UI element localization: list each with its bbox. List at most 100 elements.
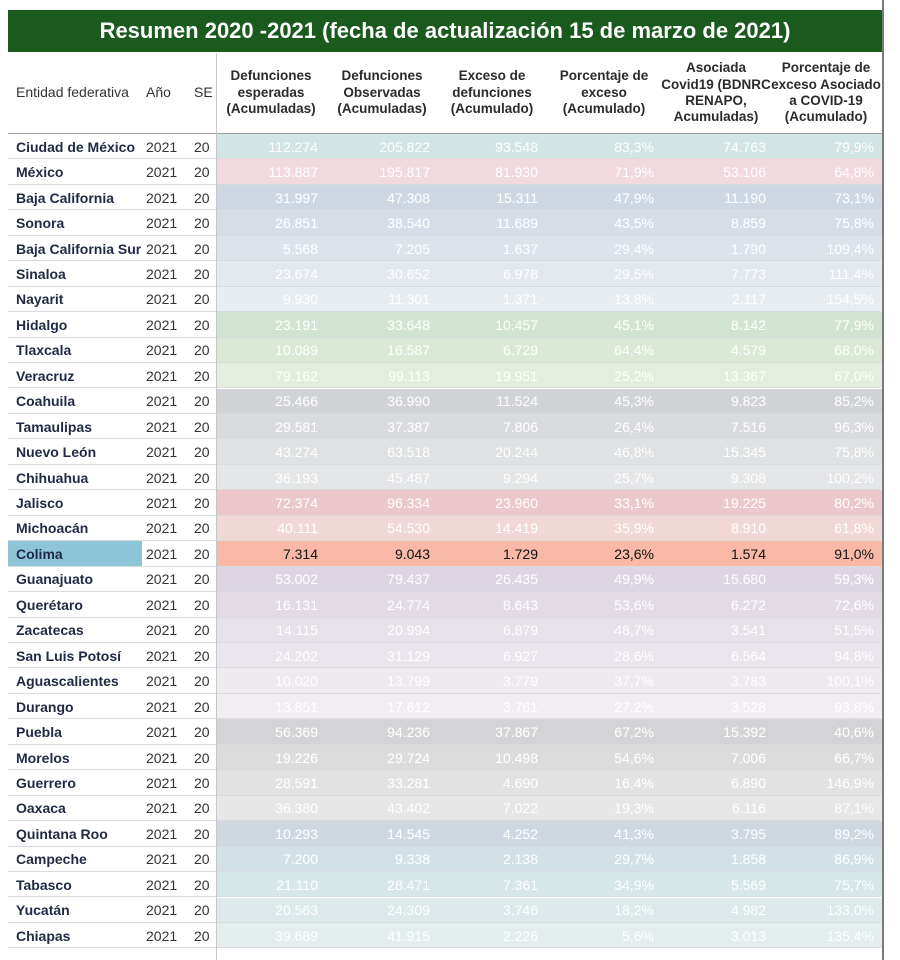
cell-entidad[interactable]: Nayarit	[16, 291, 64, 308]
cell-porc-asociado: 77,9%	[834, 316, 874, 333]
cell-entidad[interactable]: Chihuahua	[16, 469, 89, 486]
table-row[interactable]: Ciudad de México 2021 20 112.274 205.822 93.5…	[0, 134, 884, 160]
table-row[interactable]: Tabasco 2021 20 21.110 28.471 7.361 34,9% 5.569…	[0, 872, 884, 898]
cell-se: 20	[194, 342, 210, 359]
cell-entidad[interactable]: Aguascalientes	[16, 673, 119, 690]
cell-entidad[interactable]: Sonora	[16, 215, 65, 232]
cell-entidad[interactable]: Querétaro	[16, 596, 83, 613]
table-row[interactable]: San Luis Potosí 2021 20 24.202 31.129 6.927 28…	[0, 643, 884, 669]
cell-anio: 2021	[146, 596, 178, 613]
cell-esperadas: 20.563	[275, 902, 318, 919]
table-row[interactable]: Tamaulipas 2021 20 29.581 37.387 7.806 26,4% 7.…	[0, 413, 884, 440]
header-anio[interactable]: Año	[146, 84, 171, 101]
table-row[interactable]: Zacatecas 2021 20 14.115 20.994 6.879 48,7% 3.5…	[0, 617, 884, 643]
cell-entidad[interactable]: San Luis Potosí	[16, 647, 122, 664]
cell-entidad[interactable]: Tabasco	[16, 876, 72, 893]
cell-entidad[interactable]: Chiapas	[16, 927, 71, 944]
cell-entidad[interactable]: Durango	[16, 698, 74, 715]
table-row[interactable]: Querétaro 2021 20 16.131 24.774 8.643 53,6% 6.2…	[0, 592, 884, 618]
table-row[interactable]: México 2021 20 113.887 195.817 81.930 71,9% 53.…	[0, 159, 884, 185]
cell-entidad[interactable]: Baja California	[16, 189, 115, 206]
table-row[interactable]: Baja California 2021 20 31.997 47.308 15.311 4…	[0, 184, 884, 211]
cell-anio: 2021	[146, 316, 178, 333]
header-se[interactable]: SE	[194, 84, 213, 101]
table-row[interactable]: Guanajuato 2021 20 53.002 79.437 26.435 49,9% 1…	[0, 566, 884, 593]
table-row[interactable]: Durango 2021 20 13.851 17.612 3.761 27,2% 3.528…	[0, 693, 884, 720]
cell-anio: 2021	[146, 774, 178, 791]
cell-entidad[interactable]: Veracruz	[16, 367, 75, 384]
cell-anio: 2021	[146, 393, 178, 410]
header-exceso[interactable]: Exceso de defunciones (Acumulado)	[450, 68, 534, 117]
header-porc-asociado[interactable]: Porcentaje de exceso Asociado a COVID-19…	[771, 60, 881, 125]
cell-entidad[interactable]: Guerrero	[16, 774, 76, 791]
table-row[interactable]: Baja California Sur 2021 20 5.568 7.205 1.637…	[0, 235, 884, 262]
cell-entidad[interactable]: Campeche	[16, 851, 87, 868]
table-row[interactable]: Coahuila 2021 20 25.466 36.990 11.524 45,3% 9.8…	[0, 388, 884, 414]
table-row[interactable]: Chihuahua 2021 20 36.193 45.487 9.294 25,7% 9.3…	[0, 464, 884, 491]
cell-porcentaje: 25,7%	[614, 469, 654, 486]
cell-esperadas: 43.274	[275, 444, 318, 461]
cell-entidad[interactable]: Oaxaca	[16, 800, 66, 817]
cell-entidad[interactable]: Ciudad de México	[16, 138, 136, 155]
cell-entidad[interactable]: Morelos	[16, 749, 70, 766]
cell-entidad[interactable]: Tamaulipas	[16, 418, 92, 435]
cell-esperadas: 112.274	[268, 138, 318, 155]
cell-entidad[interactable]: Quintana Roo	[16, 825, 108, 842]
table-row[interactable]: Aguascalientes 2021 20 10.020 13.799 3.779 37,…	[0, 668, 884, 694]
row-divider	[8, 641, 880, 643]
table-row[interactable]: Yucatán 2021 20 20.563 24.309 3.746 18,2% 4.982…	[0, 897, 884, 923]
table-row[interactable]: Campeche 2021 20 7.200 9.338 2.138 29,7% 1.858 8…	[0, 846, 884, 873]
table-row[interactable]: Chiapas 2021 20 39.689 41.915 2.226 5,6% 3.013 1…	[0, 922, 884, 949]
table-row[interactable]: Oaxaca 2021 20 36.380 43.402 7.022 19,3% 6.116 8…	[0, 795, 884, 822]
table-row[interactable]: Sinaloa 2021 20 23.674 30.652 6.978 29,5% 7.773…	[0, 261, 884, 287]
cell-exceso: 1.637	[502, 240, 538, 257]
header-porcentaje[interactable]: Porcentaje de exceso (Acumulado)	[559, 68, 649, 117]
table-row[interactable]: Colima 2021 20 7.314 9.043 1.729 23,6% 1.574 91,…	[0, 541, 884, 567]
cell-entidad[interactable]: Yucatán	[16, 902, 70, 919]
table-row[interactable]: Sonora 2021 20 26.851 38.540 11.689 43,5% 8.859…	[0, 210, 884, 236]
cell-se: 20	[194, 596, 210, 613]
header-entidad[interactable]: Entidad federativa	[16, 84, 129, 101]
table-row[interactable]: Tlaxcala 2021 20 10.089 16.587 6.729 64,4% 4.57…	[0, 337, 884, 364]
cell-entidad[interactable]: Michoacán	[16, 520, 89, 537]
cell-entidad[interactable]: Tlaxcala	[16, 342, 72, 359]
cell-entidad[interactable]: Sinaloa	[16, 265, 66, 282]
cell-entidad[interactable]: Coahuila	[16, 393, 76, 410]
cell-entidad[interactable]: Zacatecas	[16, 622, 84, 639]
table-row[interactable]: Nayarit 2021 20 9.930 11.301 1.371 13,8% 2.117 1…	[0, 286, 884, 313]
header-observadas[interactable]: Defunciones Observadas (Acumuladas)	[337, 68, 427, 117]
row-color-band	[216, 643, 882, 669]
row-color-band	[216, 566, 882, 593]
cell-exceso: 9.294	[502, 469, 538, 486]
table-row[interactable]: Hidalgo 2021 20 23.191 33.648 10.457 45,1% 8.14…	[0, 312, 884, 338]
table-row[interactable]: Quintana Roo 2021 20 10.293 14.545 4.252 41,3%…	[0, 821, 884, 847]
cell-anio: 2021	[146, 240, 178, 257]
cell-entidad[interactable]: Guanajuato	[16, 571, 94, 588]
cell-entidad[interactable]: Baja California Sur	[16, 240, 142, 257]
cell-exceso: 6.879	[502, 622, 538, 639]
table-row[interactable]: Morelos 2021 20 19.226 29.724 10.498 54,6% 7.00…	[0, 744, 884, 771]
cell-entidad[interactable]: Puebla	[16, 724, 62, 741]
cell-porcentaje: 71,9%	[614, 164, 654, 181]
cell-entidad[interactable]: Hidalgo	[16, 316, 68, 333]
cell-entidad[interactable]: Colima	[8, 541, 142, 567]
table-row[interactable]: Guerrero 2021 20 28.591 33.281 4.690 16,4% 6.89…	[0, 770, 884, 796]
cell-entidad[interactable]: México	[16, 164, 64, 181]
table-row[interactable]: Nuevo León 2021 20 43.274 63.518 20.244 46,8% 1…	[0, 439, 884, 465]
cell-esperadas: 72.374	[275, 495, 318, 512]
cell-asociada: 6.272	[730, 596, 766, 613]
cell-exceso: 26.435	[495, 571, 538, 588]
header-esperadas[interactable]: Defunciones esperadas (Acumuladas)	[226, 68, 316, 117]
cell-esperadas: 31.997	[275, 189, 318, 206]
cell-anio: 2021	[146, 291, 178, 308]
table-row[interactable]: Jalisco 2021 20 72.374 96.334 23.960 33,1% 19.2…	[0, 490, 884, 516]
header-asociada[interactable]: Asociada Covid19 (BDNRC RENAPO, Acumulad…	[661, 60, 771, 125]
table-row[interactable]: Michoacán 2021 20 40.111 54.530 14.419 35,9% 8.…	[0, 515, 884, 542]
cell-porcentaje: 48,7%	[614, 622, 654, 639]
cell-entidad[interactable]: Nuevo León	[16, 444, 97, 461]
table-row[interactable]: Veracruz 2021 20 79.162 99.113 19.951 25,2% 13.…	[0, 363, 884, 389]
cell-asociada: 3.528	[730, 698, 766, 715]
table-row[interactable]: Puebla 2021 20 56.369 94.236 37.867 67,2% 15.39…	[0, 719, 884, 745]
cell-exceso: 6.927	[502, 647, 538, 664]
cell-entidad[interactable]: Jalisco	[16, 495, 64, 512]
